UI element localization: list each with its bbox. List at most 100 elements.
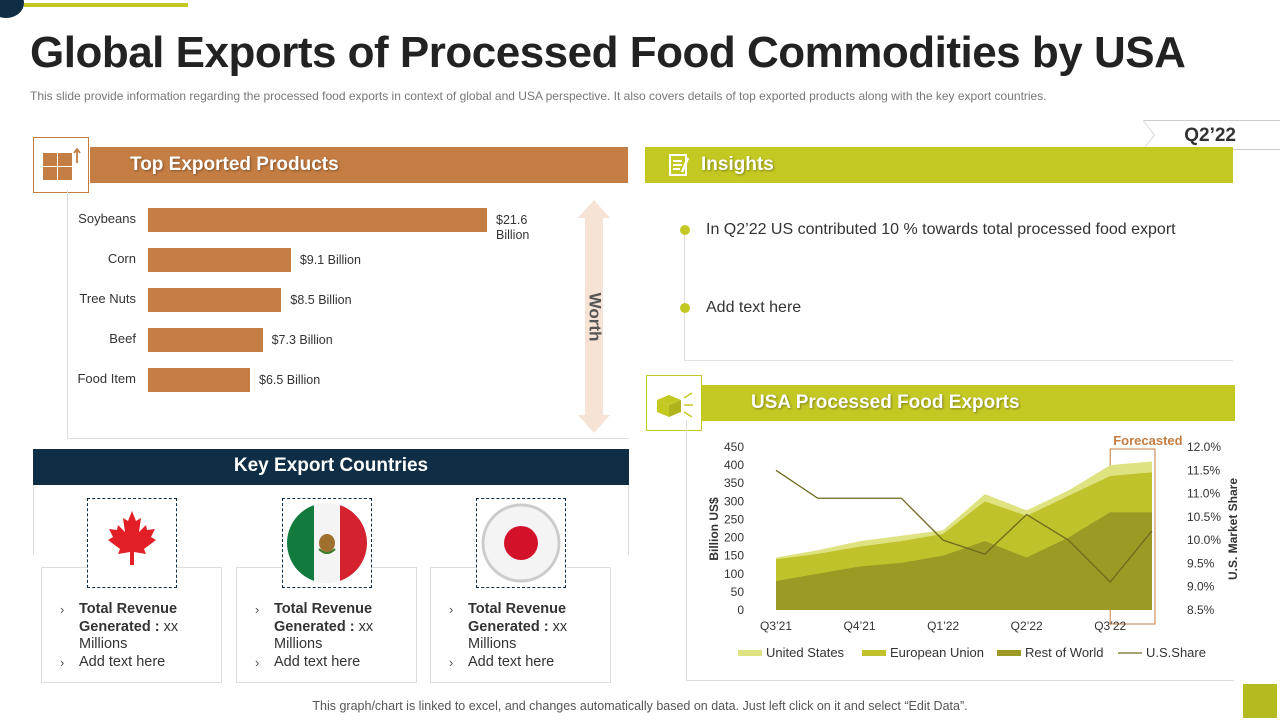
legend-label: United States	[766, 645, 845, 660]
x-tick-label: Q1’22	[927, 619, 959, 633]
chevron-right-icon: ›	[60, 655, 65, 670]
product-bar	[148, 328, 263, 352]
card-text: Add text here	[79, 654, 166, 670]
card-text: Generated : xx	[274, 619, 374, 635]
mexico-flag	[282, 498, 372, 588]
canada-flag	[87, 498, 177, 588]
y2-tick-label: 10.5%	[1187, 510, 1221, 524]
countries-divider	[628, 485, 629, 555]
card-text: Add text here	[468, 654, 555, 670]
quarter-label: Q2’22	[1184, 125, 1236, 146]
card-text: Millions	[79, 636, 128, 652]
legend-swatch	[862, 650, 886, 656]
countries-divider	[33, 485, 34, 555]
accent-line	[24, 3, 188, 7]
card-text: Total Revenue	[274, 601, 373, 617]
products-header: Top Exported Products	[90, 147, 628, 183]
card-text: Generated : xx	[79, 619, 179, 635]
insights-header: Insights	[645, 147, 1233, 183]
y-tick-label: 0	[737, 603, 744, 617]
product-label: Soybeans	[78, 211, 136, 226]
y2-tick-label: 9.0%	[1187, 580, 1215, 594]
forecast-label: Forecasted	[1113, 433, 1182, 448]
chevron-right-icon: ›	[255, 655, 260, 670]
product-bar	[148, 288, 282, 312]
chevron-right-icon: ›	[60, 602, 65, 617]
legend-label: European Union	[890, 645, 984, 660]
product-label: Food Item	[77, 371, 136, 386]
insights-divider	[684, 228, 685, 360]
japan-flag	[476, 498, 566, 588]
y-tick-label: 250	[724, 512, 744, 526]
y-axis-title: Billion US$	[707, 497, 721, 561]
chevron-right-icon: ›	[255, 602, 260, 617]
exports-chart: Forecasted 0 50 100 150 200 250 300 350 400 450 8.5…	[707, 433, 1240, 660]
product-label: Tree Nuts	[79, 291, 136, 306]
y-tick-label: 200	[724, 531, 744, 545]
corner-square	[1243, 684, 1277, 718]
y-tick-label: 400	[724, 458, 744, 472]
notepad-icon	[669, 154, 690, 176]
legend-swatch	[738, 650, 762, 656]
y2-tick-label: 11.0%	[1187, 487, 1220, 501]
y-tick-label: 350	[724, 476, 744, 490]
products-panel	[67, 190, 629, 439]
y-tick-label: 50	[731, 585, 745, 599]
share-line	[775, 469, 1153, 584]
product-value: $8.5 Billion	[290, 293, 352, 307]
y2-tick-label: 11.5%	[1187, 463, 1220, 477]
y-tick-label: 100	[724, 567, 744, 581]
card-text: Total Revenue	[79, 601, 178, 617]
product-value: $9.1 Billion	[299, 253, 361, 267]
y-tick-label: 150	[724, 549, 744, 563]
exports-header: USA Processed Food Exports	[702, 385, 1235, 421]
card-text: Total Revenue	[468, 601, 567, 617]
corner-dot	[0, 0, 24, 18]
x-tick-label: Q3’21	[760, 619, 792, 633]
card-text: Millions	[468, 636, 517, 652]
product-value: $21.6 Billion	[496, 213, 530, 242]
y2-axis-title: U.S. Market Share	[1226, 478, 1240, 580]
worth-arrow: Worth	[577, 200, 611, 433]
footer-note: This graph/chart is linked to excel, and…	[312, 699, 968, 713]
y-tick-label: 300	[724, 494, 744, 508]
chevron-right-icon: ›	[449, 655, 454, 670]
x-tick-label: Q2’22	[1011, 619, 1043, 633]
product-bar	[148, 368, 250, 392]
y-tick-label: 450	[724, 440, 744, 454]
bullet-icon	[680, 225, 690, 235]
legend-label: U.S.Share	[1146, 645, 1206, 660]
boxes-icon	[33, 137, 89, 193]
insights-divider-bottom	[684, 360, 1233, 361]
exports-panel	[686, 420, 1234, 681]
products-heading: Top Exported Products	[130, 154, 339, 175]
y2-tick-label: 9.5%	[1187, 556, 1215, 570]
worth-label: Worth	[586, 293, 605, 342]
x-tick-label: Q3’22	[1094, 619, 1126, 633]
product-bar	[148, 248, 291, 272]
product-bar	[148, 208, 487, 232]
product-value: $6.5 Billion	[259, 373, 321, 387]
product-label: Corn	[107, 251, 136, 266]
page-title: Global Exports of Processed Food Commodi…	[30, 28, 1186, 77]
product-value: $7.3 Billion	[271, 333, 333, 347]
insight-item: Add text here	[706, 299, 802, 316]
country-card: › Total Revenue Generated : xx Millions › Add…	[41, 567, 222, 683]
y2-tick-label: 12.0%	[1187, 440, 1221, 454]
y2-tick-label: 8.5%	[1187, 603, 1215, 617]
product-label: Beef	[109, 331, 136, 346]
countries-header: Key Export Countries	[33, 449, 629, 485]
card-text: Millions	[274, 636, 323, 652]
chevron-right-icon: ›	[449, 602, 454, 617]
x-tick-label: Q4’21	[844, 619, 876, 633]
insight-item: In Q2’22 US contributed 10 % towards tot…	[706, 221, 1176, 238]
legend-swatch	[997, 650, 1021, 656]
y2-tick-label: 10.0%	[1187, 533, 1221, 547]
bullet-icon	[680, 303, 690, 313]
area-series-3	[776, 512, 1152, 610]
package-icon	[646, 375, 702, 431]
card-text: Add text here	[274, 654, 361, 670]
exports-heading: USA Processed Food Exports	[751, 392, 1020, 413]
legend-label: Rest of World	[1025, 645, 1104, 660]
page-subtitle: This slide provide information regarding…	[30, 89, 1047, 103]
